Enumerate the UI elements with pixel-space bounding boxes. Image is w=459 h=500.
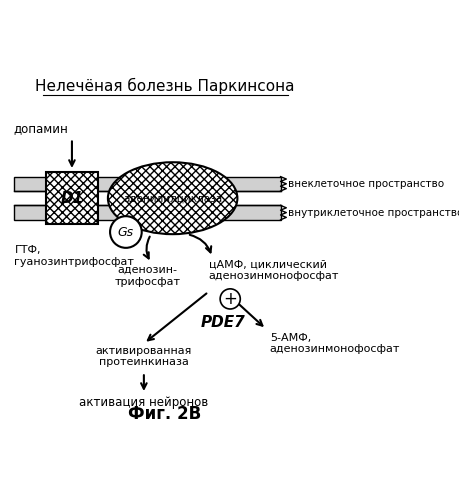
Ellipse shape (108, 162, 237, 234)
Text: Gs: Gs (118, 226, 134, 238)
Text: +: + (223, 290, 237, 308)
Text: аденилилциклаза: аденилилциклаза (123, 193, 222, 203)
Text: 5-АМФ,
аденозинмонофосфат: 5-АМФ, аденозинмонофосфат (270, 332, 400, 354)
Text: внеклеточное пространство: внеклеточное пространство (288, 179, 444, 189)
Bar (14, 176, 280, 191)
Text: Фиг. 2В: Фиг. 2В (128, 404, 202, 422)
Text: Нелечёная болезнь Паркинсона: Нелечёная болезнь Паркинсона (35, 78, 295, 94)
Circle shape (110, 216, 142, 248)
Text: активированная
протеинкиназа: активированная протеинкиназа (95, 346, 192, 368)
Text: цАМФ, циклический
аденозинмонофосфат: цАМФ, циклический аденозинмонофосфат (209, 260, 339, 281)
Text: PDE7: PDE7 (201, 314, 246, 330)
Bar (14, 206, 280, 220)
Circle shape (220, 289, 240, 309)
Text: ГТФ,
гуанозинтрифосфат: ГТФ, гуанозинтрифосфат (14, 245, 134, 266)
Text: D1: D1 (60, 190, 84, 206)
Text: активация нейронов: активация нейронов (79, 396, 208, 409)
Text: аденозин-
трифосфат: аденозин- трифосфат (114, 265, 180, 286)
Text: допамин: допамин (14, 122, 68, 135)
Text: внутриклеточное пространство: внутриклеточное пространство (288, 208, 459, 218)
Bar (46, 172, 98, 224)
